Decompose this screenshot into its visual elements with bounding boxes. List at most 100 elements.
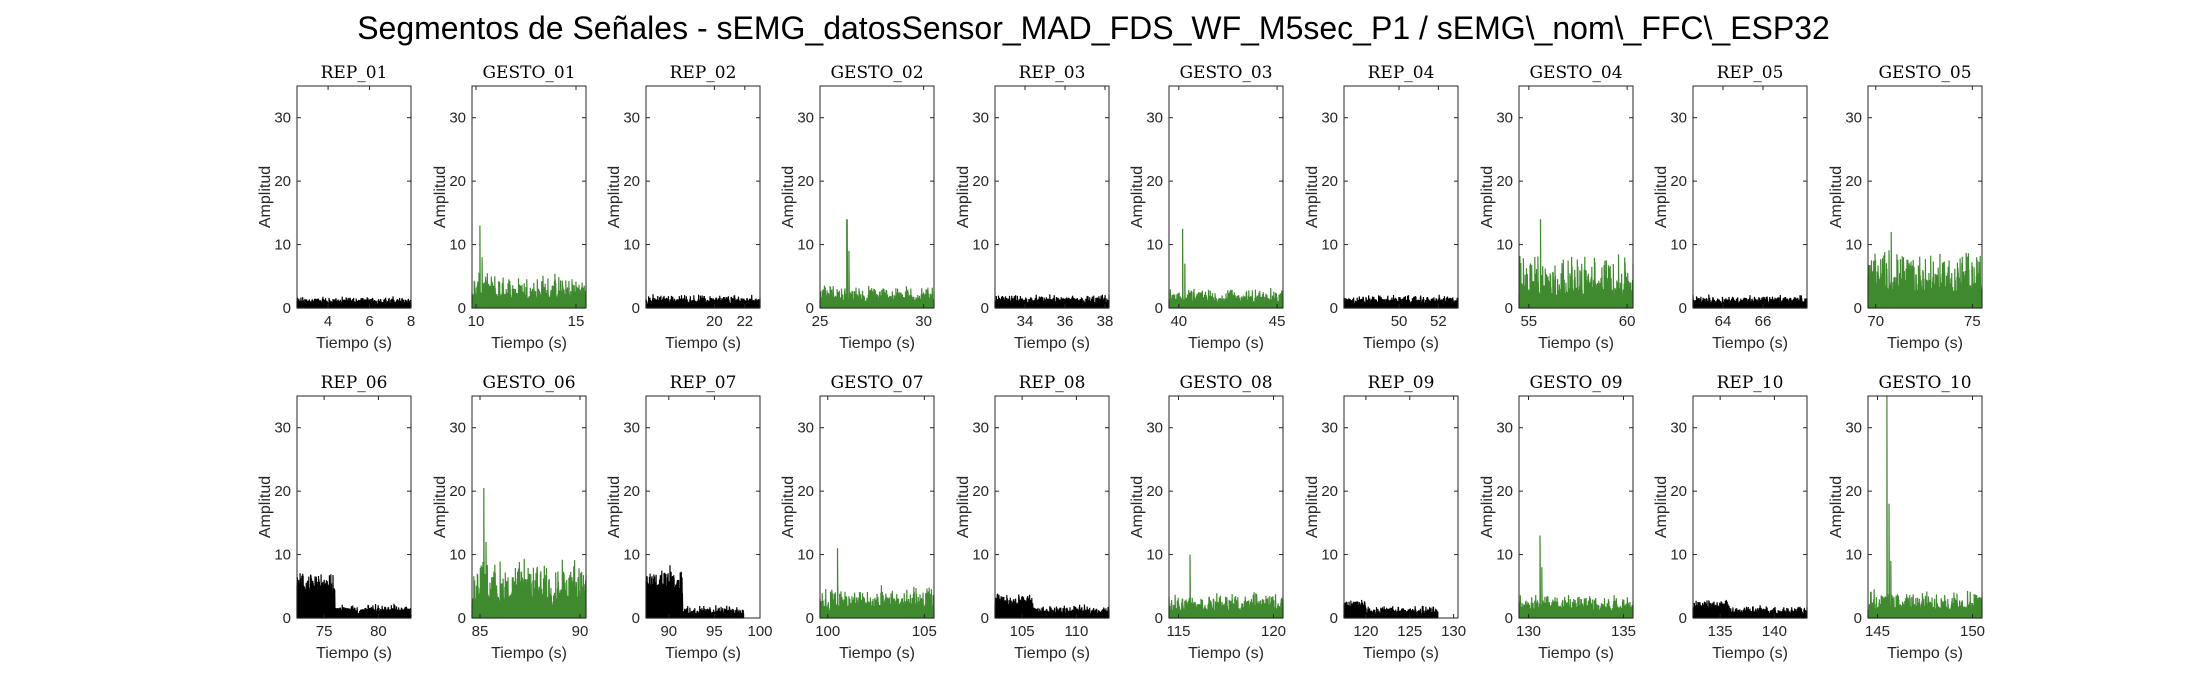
y-tick-label: 0	[1155, 610, 1163, 627]
x-tick-label: 85	[472, 623, 489, 640]
subplot-title: GESTO_07	[830, 373, 923, 393]
axes-box	[645, 395, 761, 619]
x-axis-label: Tiempo (s)	[491, 335, 567, 352]
x-tick-label: 70	[1867, 313, 1884, 330]
y-tick-label: 0	[806, 300, 814, 317]
x-axis-label: Tiempo (s)	[491, 645, 567, 662]
axes-box	[645, 85, 761, 309]
y-tick-label: 0	[806, 610, 814, 627]
axes-box	[819, 85, 935, 309]
axes-box	[1692, 395, 1808, 619]
y-tick-label: 20	[1496, 483, 1513, 500]
y-tick-label: 10	[449, 237, 466, 254]
signal-series	[819, 548, 935, 619]
x-tick-label: 75	[1964, 313, 1981, 330]
x-tick-label: 105	[1010, 623, 1035, 640]
x-tick-label: 125	[1397, 623, 1422, 640]
y-tick-label: 30	[623, 420, 640, 437]
y-tick-label: 0	[1679, 300, 1687, 317]
subplot-title: GESTO_03	[1179, 63, 1272, 83]
x-tick-label: 8	[407, 313, 415, 330]
x-axis-label: Tiempo (s)	[1887, 335, 1963, 352]
subplot-title: GESTO_04	[1529, 63, 1622, 83]
y-tick-label: 10	[274, 547, 291, 564]
x-axis-label: Tiempo (s)	[1538, 335, 1614, 352]
signal-series	[994, 593, 1110, 619]
subplot-gesto-09: 0 10 20 30 130 135 Tiempo (s) Amplitud GESTO_09	[1479, 373, 1636, 662]
y-axis-label: Amplitud	[257, 166, 274, 228]
y-axis-label: Amplitud	[1304, 476, 1321, 538]
subplot-title: GESTO_02	[830, 63, 923, 83]
y-tick-label: 10	[1496, 547, 1513, 564]
y-tick-label: 10	[1321, 547, 1338, 564]
y-axis-label: Amplitud	[1828, 476, 1845, 538]
y-tick-label: 0	[1330, 300, 1338, 317]
x-tick-label: 34	[1017, 313, 1034, 330]
subplot-title: GESTO_06	[482, 373, 575, 393]
y-tick-label: 20	[1321, 173, 1338, 190]
y-axis-label: Amplitud	[1828, 166, 1845, 228]
x-tick-label: 4	[324, 313, 332, 330]
y-tick-label: 10	[623, 237, 640, 254]
axes-box	[1518, 395, 1634, 619]
x-tick-label: 110	[1064, 623, 1088, 640]
x-axis-label: Tiempo (s)	[665, 335, 741, 352]
axes-box	[1343, 395, 1459, 619]
y-tick-label: 30	[1146, 110, 1163, 127]
y-axis-label: Amplitud	[1479, 476, 1496, 538]
y-tick-label: 10	[1845, 237, 1862, 254]
y-tick-label: 30	[1670, 420, 1687, 437]
y-tick-label: 10	[797, 547, 814, 564]
subplot-title: REP_08	[1019, 373, 1086, 393]
y-axis-label: Amplitud	[1653, 166, 1670, 228]
y-tick-label: 30	[972, 420, 989, 437]
signal-series	[1692, 294, 1808, 309]
x-axis-label: Tiempo (s)	[1363, 645, 1439, 662]
x-tick-label: 140	[1762, 623, 1787, 640]
y-tick-label: 0	[1155, 300, 1163, 317]
subplot-rep-07: 0 10 20 30 90 95 100 Tiempo (s) Amplitud REP_07	[606, 373, 773, 662]
axes-box	[471, 395, 587, 619]
x-tick-label: 30	[915, 313, 932, 330]
x-tick-label: 6	[365, 313, 373, 330]
y-axis-label: Amplitud	[780, 476, 797, 538]
y-tick-label: 30	[1146, 420, 1163, 437]
subplot-rep-03: 0 10 20 30 34 36 38 Tiempo (s) Amplitud REP_03	[955, 63, 1113, 352]
axes-box	[1343, 85, 1459, 309]
x-tick-label: 120	[1353, 623, 1378, 640]
x-tick-label: 36	[1057, 313, 1074, 330]
y-tick-label: 0	[1854, 300, 1862, 317]
y-tick-label: 30	[1321, 110, 1338, 127]
axes-box	[471, 85, 587, 309]
x-tick-label: 135	[1611, 623, 1636, 640]
subplot-title: REP_07	[670, 373, 737, 393]
y-axis-label: Amplitud	[955, 166, 972, 228]
signal-series	[1867, 395, 1983, 619]
x-tick-label: 130	[1516, 623, 1541, 640]
y-tick-label: 0	[283, 300, 291, 317]
y-tick-label: 10	[1321, 237, 1338, 254]
x-tick-label: 90	[572, 623, 589, 640]
y-tick-label: 30	[1670, 110, 1687, 127]
y-tick-label: 10	[1496, 237, 1513, 254]
signal-series	[645, 565, 745, 619]
y-axis-label: Amplitud	[1479, 166, 1496, 228]
y-tick-label: 20	[1321, 483, 1338, 500]
y-tick-label: 10	[797, 237, 814, 254]
x-axis-label: Tiempo (s)	[1712, 645, 1788, 662]
y-tick-label: 30	[1496, 110, 1513, 127]
y-axis-label: Amplitud	[432, 166, 449, 228]
x-tick-label: 130	[1441, 623, 1466, 640]
y-axis-label: Amplitud	[1304, 166, 1321, 228]
x-axis-label: Tiempo (s)	[1014, 335, 1090, 352]
x-tick-label: 22	[736, 313, 753, 330]
subplot-gesto-08: 0 10 20 30 115 120 Tiempo (s) Amplitud GESTO_08	[1129, 373, 1286, 662]
y-tick-label: 30	[1845, 110, 1862, 127]
signal-series	[1518, 535, 1634, 619]
y-tick-label: 10	[1146, 237, 1163, 254]
x-tick-label: 20	[706, 313, 723, 330]
x-axis-label: Tiempo (s)	[316, 335, 392, 352]
y-tick-label: 0	[1330, 610, 1338, 627]
y-tick-label: 10	[1146, 547, 1163, 564]
